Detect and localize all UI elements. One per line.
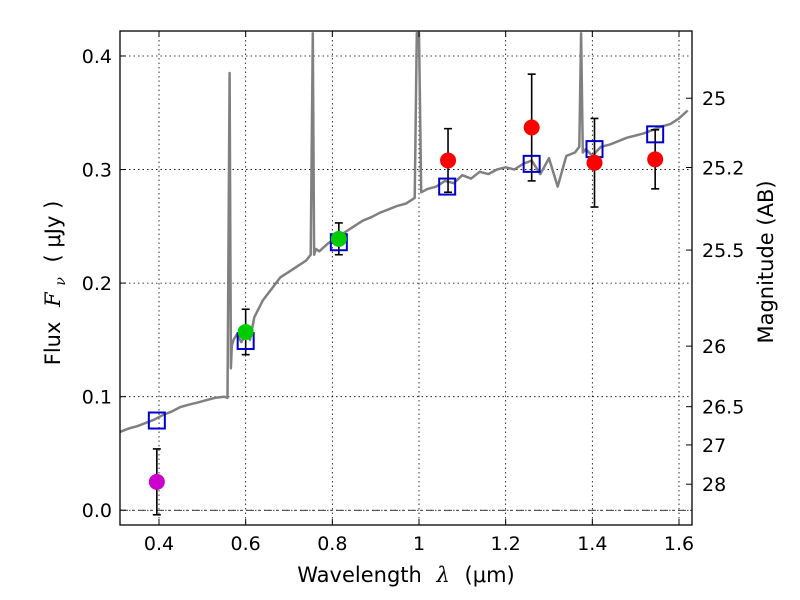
magnitude-tick-label: 26 bbox=[702, 336, 726, 358]
magnitude-tick-label: 26.5 bbox=[702, 397, 744, 419]
observed-point bbox=[237, 323, 254, 340]
observed-point bbox=[440, 152, 457, 169]
spectrum-line bbox=[120, 32, 689, 434]
magnitude-tick-label: 25.2 bbox=[702, 158, 744, 180]
magnitude-tick-label: 28 bbox=[702, 474, 726, 496]
axis-ticks: 0.4 0.6 0.8 1 1.2 1.4 1.6 0.0 0.1 0.2 0.3 0.4 25 25.2… bbox=[82, 31, 744, 555]
y-axis-label: Flux F ν ( μJy ) bbox=[41, 201, 70, 366]
model-photometry-point bbox=[522, 154, 541, 173]
x-tick-label: 1.4 bbox=[577, 533, 607, 555]
plot-frame bbox=[119, 30, 693, 526]
observed-series bbox=[148, 119, 664, 490]
magnitude-axis-label: Magnitude (AB) bbox=[754, 180, 778, 343]
grid bbox=[120, 31, 692, 525]
observed-point bbox=[647, 151, 664, 168]
y-tick-label: 0.0 bbox=[82, 500, 112, 522]
spectrum-series bbox=[120, 32, 689, 434]
model-photometry-point bbox=[438, 177, 457, 196]
magnitude-tick-label: 25 bbox=[702, 88, 726, 110]
observed-point bbox=[148, 473, 165, 490]
x-axis-label: Wavelength λ (μm) bbox=[297, 563, 514, 587]
observed-point bbox=[523, 119, 540, 136]
x-tick-label: 0.6 bbox=[231, 533, 261, 555]
y-tick-label: 0.4 bbox=[82, 46, 112, 68]
x-tick-label: 0.4 bbox=[144, 533, 174, 555]
y-tick-label: 0.3 bbox=[82, 160, 112, 182]
y-tick-label: 0.2 bbox=[82, 273, 112, 295]
y-tick-label: 0.1 bbox=[82, 387, 112, 409]
model-photometry-series bbox=[147, 125, 665, 430]
observed-point bbox=[586, 154, 603, 171]
model-photometry-point bbox=[147, 411, 166, 430]
x-tick-label: 1 bbox=[413, 533, 425, 555]
x-tick-label: 1.6 bbox=[664, 533, 694, 555]
model-photometry-point bbox=[646, 125, 665, 144]
magnitude-tick-label: 25.5 bbox=[702, 240, 744, 262]
observed-point bbox=[330, 230, 347, 247]
magnitude-tick-label: 27 bbox=[702, 435, 726, 457]
x-tick-label: 1.2 bbox=[491, 533, 521, 555]
x-tick-label: 0.8 bbox=[317, 533, 347, 555]
